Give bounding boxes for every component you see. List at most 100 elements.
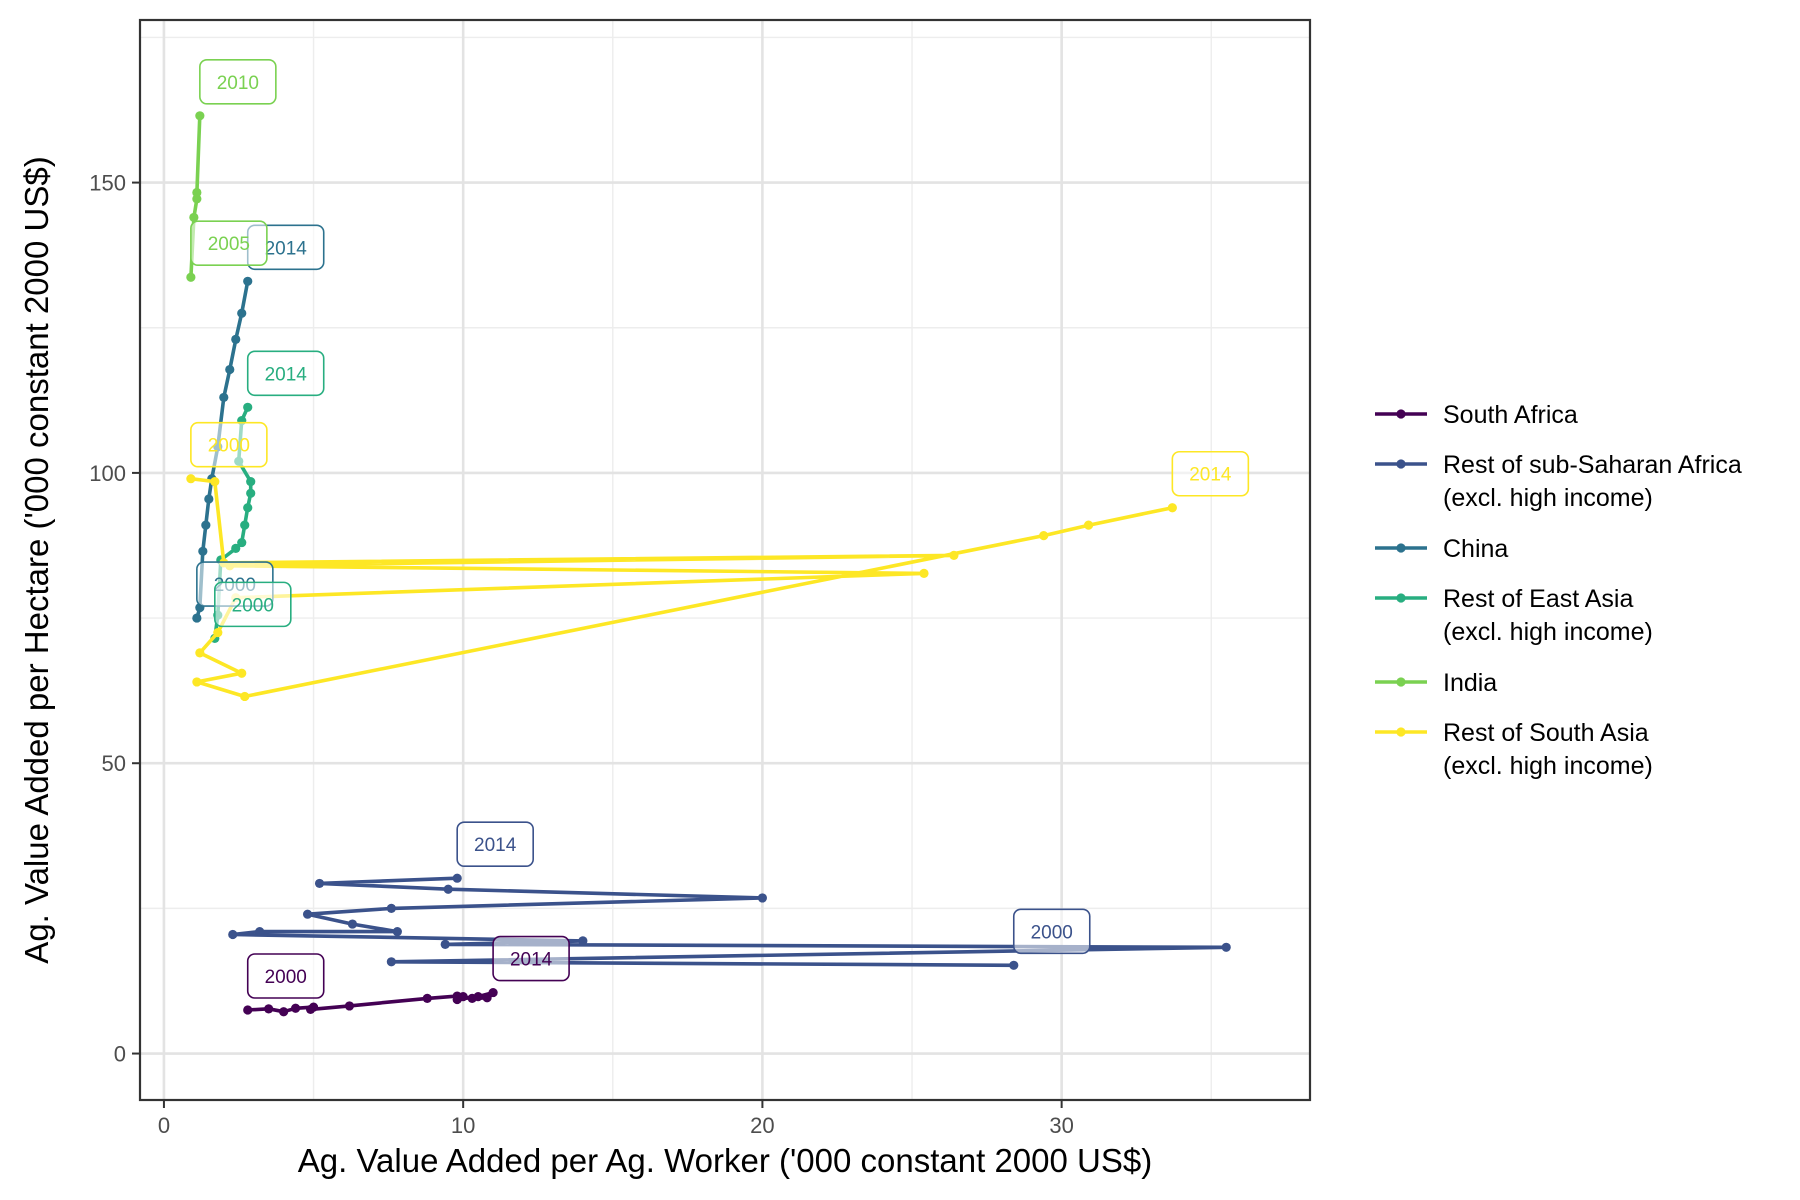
year-label-box: [456, 821, 534, 867]
data-point: [488, 987, 498, 998]
legend-item: Rest of South Asia (excl. high income): [1375, 719, 1653, 780]
data-point: [1221, 942, 1231, 952]
data-point: [1039, 531, 1049, 541]
data-point: [757, 893, 768, 903]
panel-border: [138, 18, 1312, 1102]
y-axis-title: Ag. Value Added per Hectare ('000 consta…: [18, 156, 55, 963]
data-point: [386, 903, 396, 913]
year-label-box: [214, 581, 292, 628]
year-label: 2014: [492, 935, 570, 982]
legend-label: China: [1443, 535, 1508, 563]
data-point: [240, 520, 250, 530]
data-point: [219, 392, 229, 403]
data-point: [255, 927, 265, 937]
legend: South Africa Rest of sub-Saharan Africa (e…: [1375, 401, 1742, 780]
year-label-box: [492, 935, 570, 982]
legend-label: (excl. high income): [1443, 618, 1653, 646]
legend-item: Rest of East Asia (excl. high income): [1375, 585, 1653, 646]
year-label-text: 2000: [265, 967, 307, 988]
data-point: [1167, 503, 1177, 513]
year-label: 2000: [246, 953, 325, 999]
year-label-text: 2014: [265, 238, 308, 259]
year-label: 2010: [199, 59, 277, 105]
data-point: [482, 993, 492, 1003]
data-point: [213, 627, 223, 638]
data-point: [443, 884, 453, 894]
year-label: 2000: [1012, 908, 1091, 955]
data-point: [192, 194, 202, 204]
data-point: [314, 878, 325, 889]
y-tick-label: 50: [102, 751, 126, 776]
x-tick-label: 0: [158, 1113, 170, 1138]
legend-label: Rest of South Asia: [1443, 719, 1649, 747]
data-point: [302, 909, 313, 919]
data-point: [246, 477, 256, 487]
data-point: [291, 1003, 301, 1013]
x-tick-label: 20: [750, 1113, 774, 1138]
data-point: [386, 957, 396, 967]
legend-label: (excl. high income): [1443, 752, 1653, 780]
data-point: [186, 272, 196, 282]
data-point: [452, 873, 462, 883]
data-point: [228, 929, 238, 940]
series-5: [186, 474, 1177, 702]
legend-item: Rest of sub-Saharan Africa (excl. high in…: [1375, 451, 1742, 512]
data-point: [1009, 960, 1019, 970]
y-tick-label: 0: [114, 1042, 126, 1067]
y-tick-label: 100: [89, 461, 126, 486]
year-label-box: [1171, 450, 1250, 497]
year-label-box: [1012, 908, 1091, 955]
year-label-box: [190, 421, 268, 468]
series-0: [243, 987, 498, 1017]
year-label-text: 2014: [510, 950, 553, 971]
x-axis-title: Ag. Value Added per Ag. Worker ('000 con…: [298, 1142, 1152, 1179]
legend-label: (excl. high income): [1443, 484, 1653, 512]
data-point: [237, 668, 247, 678]
year-label-text: 2000: [1031, 922, 1073, 943]
data-point: [347, 919, 358, 929]
year-label-box: [246, 953, 325, 999]
data-point: [231, 334, 241, 344]
data-point: [279, 1007, 289, 1017]
data-point: [243, 402, 253, 412]
data-point: [1083, 520, 1094, 530]
legend-key-point: [1396, 543, 1406, 553]
legend-label: South Africa: [1443, 401, 1578, 429]
data-point: [225, 364, 235, 375]
legend-item: China: [1375, 535, 1508, 563]
legend-item: India: [1375, 669, 1497, 697]
data-point: [240, 691, 250, 702]
year-label-text: 2014: [265, 364, 308, 385]
data-point: [344, 1001, 355, 1011]
data-point: [192, 187, 202, 198]
x-tick-label: 30: [1049, 1113, 1073, 1138]
data-point: [264, 1004, 274, 1014]
legend-key-point: [1396, 727, 1406, 737]
data-point: [243, 1005, 253, 1015]
year-label-text: 2005: [208, 234, 250, 255]
data-point: [192, 677, 202, 687]
year-label: 2000: [214, 581, 292, 628]
x-tick-label: 10: [451, 1113, 475, 1138]
year-label-text: 2000: [232, 595, 274, 616]
axes: 0 10 20 30 0 50 100 150: [89, 171, 1074, 1138]
year-label-text: 2010: [217, 73, 259, 94]
year-label: 2005: [190, 220, 268, 267]
year-label: 2014: [246, 350, 325, 397]
legend-key-point: [1396, 409, 1406, 419]
data-point: [237, 308, 247, 318]
data-point: [243, 276, 253, 286]
legend-key-point: [1396, 677, 1406, 687]
year-label: 2000: [190, 421, 268, 468]
legend-label: India: [1443, 669, 1497, 697]
data-point: [195, 648, 205, 658]
year-labels: 2000 2014 2000 2014 2000 2014 2000 2014 2005 2010…: [190, 59, 1250, 999]
data-point: [422, 993, 432, 1003]
data-point: [392, 927, 402, 937]
legend-label: Rest of sub-Saharan Africa: [1443, 451, 1742, 479]
year-label: 2014: [456, 821, 534, 867]
year-label-text: 2000: [208, 436, 250, 457]
legend-item: South Africa: [1375, 401, 1578, 429]
data-point: [198, 546, 208, 556]
